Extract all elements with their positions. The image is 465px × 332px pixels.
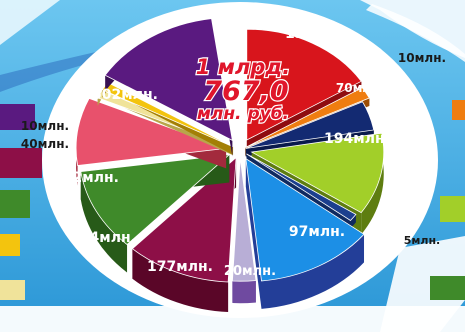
pie-slice-top: [80, 154, 231, 246]
data-label-97: 97млн.: [289, 224, 345, 240]
pie-slice-502: [104, 18, 233, 157]
pie-slice-side: [361, 133, 384, 235]
chart-title-line-3: млн. руб.: [197, 104, 289, 124]
pie-slice-177: [131, 156, 237, 313]
pie-slice-side: [261, 234, 365, 309]
pie-slice-wall: [245, 158, 262, 309]
pie-slice-top: [131, 156, 237, 283]
ribbon-band: [430, 100, 465, 300]
pie-slice-top: [246, 153, 357, 222]
data-label-70: 70млн.: [336, 81, 384, 95]
data-label-5: 5млн.: [404, 234, 440, 247]
data-label-502: 502млн.: [92, 87, 158, 103]
pie-slice-top: [246, 28, 362, 141]
pie-slice-side: [132, 248, 229, 313]
data-label-244: 244млн.: [70, 230, 136, 246]
data-label-10-yellow: 10млн.: [21, 119, 69, 133]
pie-slice-top: [245, 101, 375, 149]
data-label-177: 177млн.: [147, 259, 213, 275]
pie-slice-top: [245, 87, 370, 148]
data-label-10-orange: 10млн.: [398, 51, 446, 65]
data-label-40: 40млн.: [21, 137, 69, 151]
pie-slice-top: [104, 18, 233, 142]
pie-slice-262: [75, 97, 227, 186]
pie-slice-side: [350, 214, 356, 229]
chart-title-line-1: 1 млрд.: [196, 55, 290, 79]
data-label-135: 135млн.: [285, 26, 351, 42]
data-label-262: 262млн.: [53, 170, 119, 186]
pie-slice-top: [231, 158, 257, 282]
chart-title: 1 млрд. 767,0 млн. руб.: [195, 54, 292, 125]
ribbon-band: [0, 104, 42, 300]
pie-slice-top: [250, 132, 385, 214]
pie-slice-20: [231, 158, 257, 304]
data-label-20: 20млн.: [224, 264, 276, 279]
pie-slice-top: [245, 157, 365, 282]
pie-slice-97: [245, 157, 365, 309]
pie-slice-side: [232, 280, 256, 304]
pie-slice-top: [75, 97, 227, 166]
chart-title-line-2: 767,0: [203, 76, 288, 107]
data-label-194: 194млн.: [324, 131, 390, 147]
pie-slice-244: [80, 154, 231, 273]
